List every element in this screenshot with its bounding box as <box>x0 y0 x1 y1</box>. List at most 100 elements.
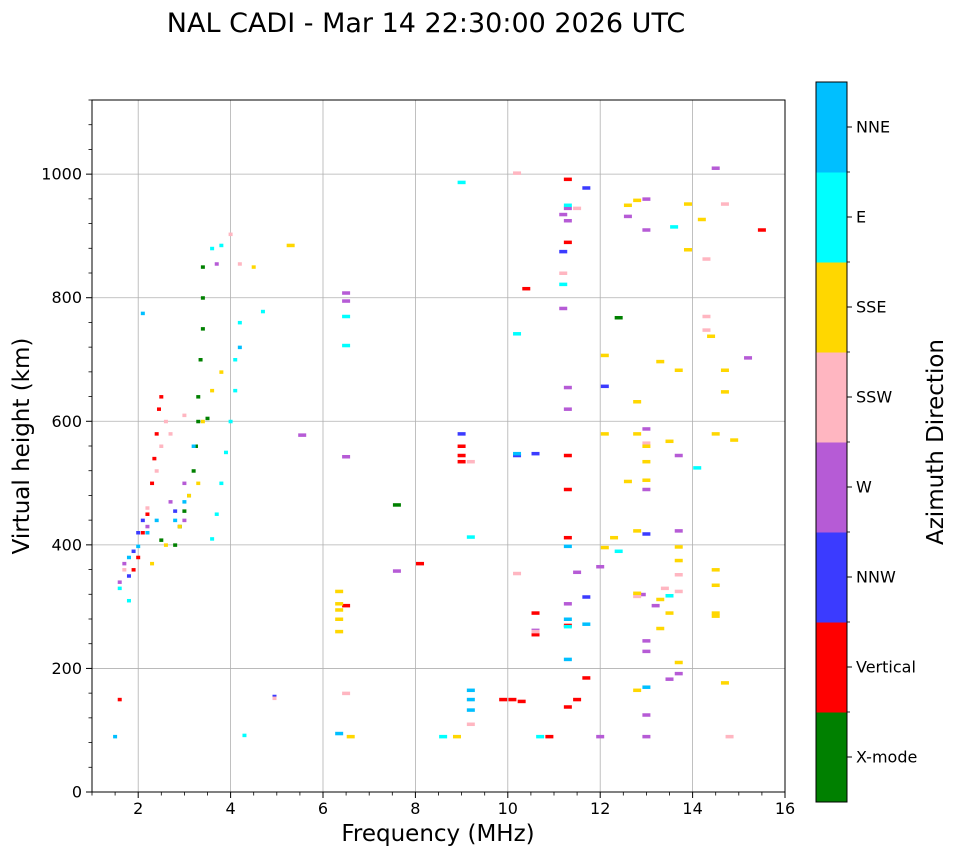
data-point <box>335 602 344 606</box>
data-point <box>623 203 632 208</box>
data-point <box>642 639 651 643</box>
data-point <box>159 395 164 399</box>
data-point <box>702 328 711 332</box>
data-point <box>665 611 674 615</box>
data-point <box>122 568 127 572</box>
data-point <box>173 518 178 523</box>
data-point <box>563 705 572 709</box>
data-point <box>145 506 150 510</box>
data-point <box>642 427 651 431</box>
data-point <box>159 538 164 542</box>
data-point <box>642 487 651 492</box>
data-point <box>342 455 351 459</box>
data-point <box>563 218 572 223</box>
data-point <box>711 611 720 615</box>
data-point <box>656 626 665 631</box>
data-point <box>233 388 238 393</box>
data-point <box>335 617 344 621</box>
data-point <box>150 481 155 486</box>
data-point <box>674 573 683 577</box>
data-point <box>674 453 683 458</box>
data-point <box>559 282 568 287</box>
data-point <box>182 518 187 523</box>
data-point <box>573 206 582 211</box>
data-point <box>563 240 572 245</box>
data-point <box>156 407 161 411</box>
data-point <box>513 451 522 456</box>
colorbar-tick-label: W <box>856 478 872 497</box>
data-point <box>563 535 572 540</box>
data-point <box>154 432 159 436</box>
data-point <box>674 671 683 676</box>
data-point <box>177 524 182 529</box>
data-point <box>168 500 173 504</box>
data-point <box>720 202 729 206</box>
data-point <box>531 611 540 615</box>
data-point <box>674 368 683 373</box>
data-point <box>272 694 277 699</box>
data-point <box>563 407 572 411</box>
data-point <box>152 456 157 461</box>
data-point <box>210 388 215 393</box>
series-nnw <box>126 186 651 699</box>
data-point <box>335 731 344 736</box>
series-ssw <box>122 171 734 739</box>
colorbar: X-mode Vertical NNW W SSW SSE E NNE <box>815 81 917 803</box>
data-point <box>697 217 706 222</box>
data-point <box>242 733 247 738</box>
data-point <box>642 228 651 232</box>
data-point <box>205 416 210 421</box>
data-point <box>508 697 517 702</box>
data-point <box>136 555 141 560</box>
colorbar-segment <box>816 442 847 533</box>
y-tick-label: 0 <box>72 783 82 802</box>
data-points <box>113 166 766 739</box>
data-point <box>466 535 475 539</box>
data-point <box>633 198 642 203</box>
data-point <box>200 265 205 269</box>
data-point <box>198 358 203 362</box>
data-point <box>642 459 651 464</box>
data-point <box>683 202 692 206</box>
data-point <box>163 419 168 424</box>
data-point <box>633 594 642 599</box>
data-point <box>563 544 572 549</box>
colorbar-tick-label: NNW <box>856 568 896 587</box>
data-point <box>335 589 344 594</box>
data-point <box>665 439 674 444</box>
colorbar-segment <box>816 352 847 443</box>
data-point <box>582 676 591 680</box>
data-point <box>563 657 572 662</box>
x-tick-label: 2 <box>133 799 143 818</box>
data-point <box>633 400 642 404</box>
data-point <box>711 614 720 618</box>
data-point <box>219 370 224 374</box>
data-point <box>513 332 522 336</box>
data-point <box>531 451 540 456</box>
data-point <box>163 543 168 547</box>
data-point <box>335 629 344 634</box>
data-point <box>642 649 651 654</box>
data-point <box>182 500 187 504</box>
data-point <box>159 444 164 448</box>
data-point <box>614 549 623 554</box>
data-point <box>642 532 651 536</box>
data-point <box>642 441 651 445</box>
data-point <box>674 529 683 533</box>
series-x-mode <box>159 265 623 547</box>
data-point <box>633 529 642 533</box>
data-point <box>466 708 475 712</box>
data-point <box>559 306 568 311</box>
data-point <box>466 459 475 464</box>
data-point <box>342 314 351 319</box>
data-point <box>623 479 632 484</box>
data-point <box>140 518 145 523</box>
data-point <box>342 299 351 303</box>
y-tick-label: 800 <box>51 288 82 307</box>
data-point <box>637 592 646 597</box>
data-point <box>563 177 572 182</box>
data-point <box>272 696 277 701</box>
data-point <box>182 509 187 513</box>
y-tick-label: 1000 <box>41 165 82 184</box>
